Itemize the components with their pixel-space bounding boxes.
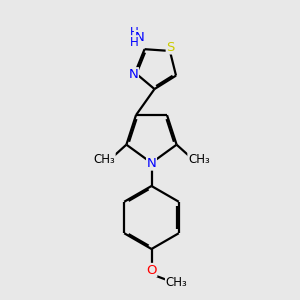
Text: N: N [129, 68, 138, 81]
Text: O: O [146, 263, 157, 277]
Text: CH₃: CH₃ [166, 275, 187, 289]
Text: CH₃: CH₃ [188, 153, 210, 166]
Text: S: S [166, 41, 175, 54]
Text: N: N [147, 157, 156, 170]
Text: CH₃: CH₃ [93, 153, 115, 166]
Text: N: N [135, 31, 144, 44]
Text: H: H [130, 36, 139, 49]
Text: H: H [130, 26, 139, 39]
